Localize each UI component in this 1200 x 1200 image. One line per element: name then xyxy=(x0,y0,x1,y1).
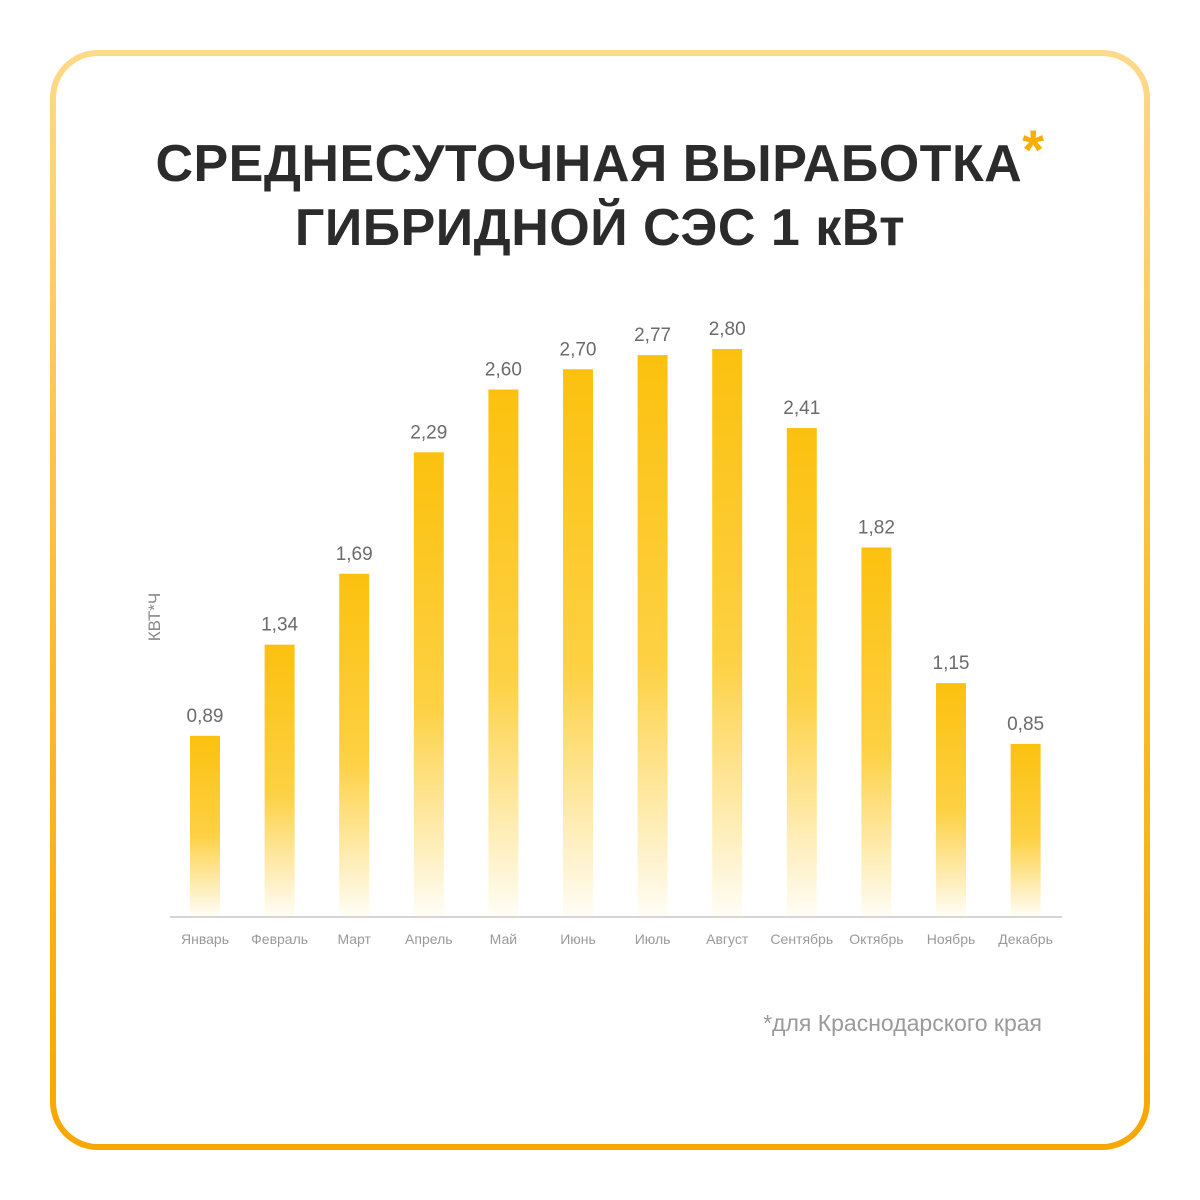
bar-8 xyxy=(712,349,743,916)
title-line-1: СРЕДНЕСУТОЧНАЯ ВЫРАБОТКА* xyxy=(0,118,1200,196)
x-tick-label-10: Октябрь xyxy=(849,931,903,947)
title-line-2: ГИБРИДНОЙ СЭС 1 кВт xyxy=(294,199,906,257)
data-label-6: 2,70 xyxy=(560,339,597,360)
data-label-10: 1,82 xyxy=(858,517,895,538)
footnote: *для Краснодарского края xyxy=(763,1010,1042,1036)
x-tick-label-12: Декабрь xyxy=(998,931,1053,947)
title-asterisk: * xyxy=(1022,118,1045,181)
x-tick-label-4: Апрель xyxy=(405,931,453,947)
data-label-9: 2,41 xyxy=(783,398,820,419)
bar-7 xyxy=(637,355,668,916)
x-tick-label-3: Март xyxy=(337,931,371,947)
bar-6 xyxy=(563,369,593,916)
bar-4 xyxy=(413,452,444,916)
title-line-1-text: СРЕДНЕСУТОЧНАЯ ВЫРАБОТКА xyxy=(155,135,1023,193)
data-label-1: 0,89 xyxy=(187,706,224,727)
page-title: СРЕДНЕСУТОЧНАЯ ВЫРАБОТКА* ГИБРИДНОЙ СЭС … xyxy=(0,118,1200,260)
data-label-5: 2,60 xyxy=(485,360,522,381)
bar-12 xyxy=(1010,743,1041,916)
x-tick-label-6: Июнь xyxy=(560,931,596,947)
data-label-3: 1,69 xyxy=(336,544,373,565)
card-frame xyxy=(50,50,1150,1150)
bar-3 xyxy=(339,573,370,916)
x-tick-label-9: Сентябрь xyxy=(770,931,833,947)
data-label-11: 1,15 xyxy=(933,653,970,674)
bar-10 xyxy=(861,547,892,916)
x-tick-label-1: Январь xyxy=(181,931,229,947)
x-tick-label-7: Июль xyxy=(635,931,671,947)
bars-group: 0,89 Январь 1,34 Февраль 1,69 Март 2,29 Апрель 2… xyxy=(181,319,1053,947)
data-label-4: 2,29 xyxy=(410,422,447,443)
bar-5 xyxy=(488,389,519,916)
bar-2 xyxy=(264,644,295,916)
x-tick-label-8: Август xyxy=(706,931,749,947)
data-label-12: 0,85 xyxy=(1007,714,1044,735)
x-tick-label-5: Май xyxy=(490,931,517,947)
bar-9 xyxy=(786,427,817,916)
data-label-7: 2,77 xyxy=(634,325,671,346)
data-label-2: 1,34 xyxy=(261,615,298,636)
x-tick-label-2: Февраль xyxy=(251,931,308,947)
bar-11 xyxy=(936,683,966,916)
x-tick-label-11: Ноябрь xyxy=(927,931,976,947)
y-axis-label: КВТ*Ч xyxy=(145,593,164,641)
data-label-8: 2,80 xyxy=(709,319,746,340)
bar-1 xyxy=(190,735,220,916)
